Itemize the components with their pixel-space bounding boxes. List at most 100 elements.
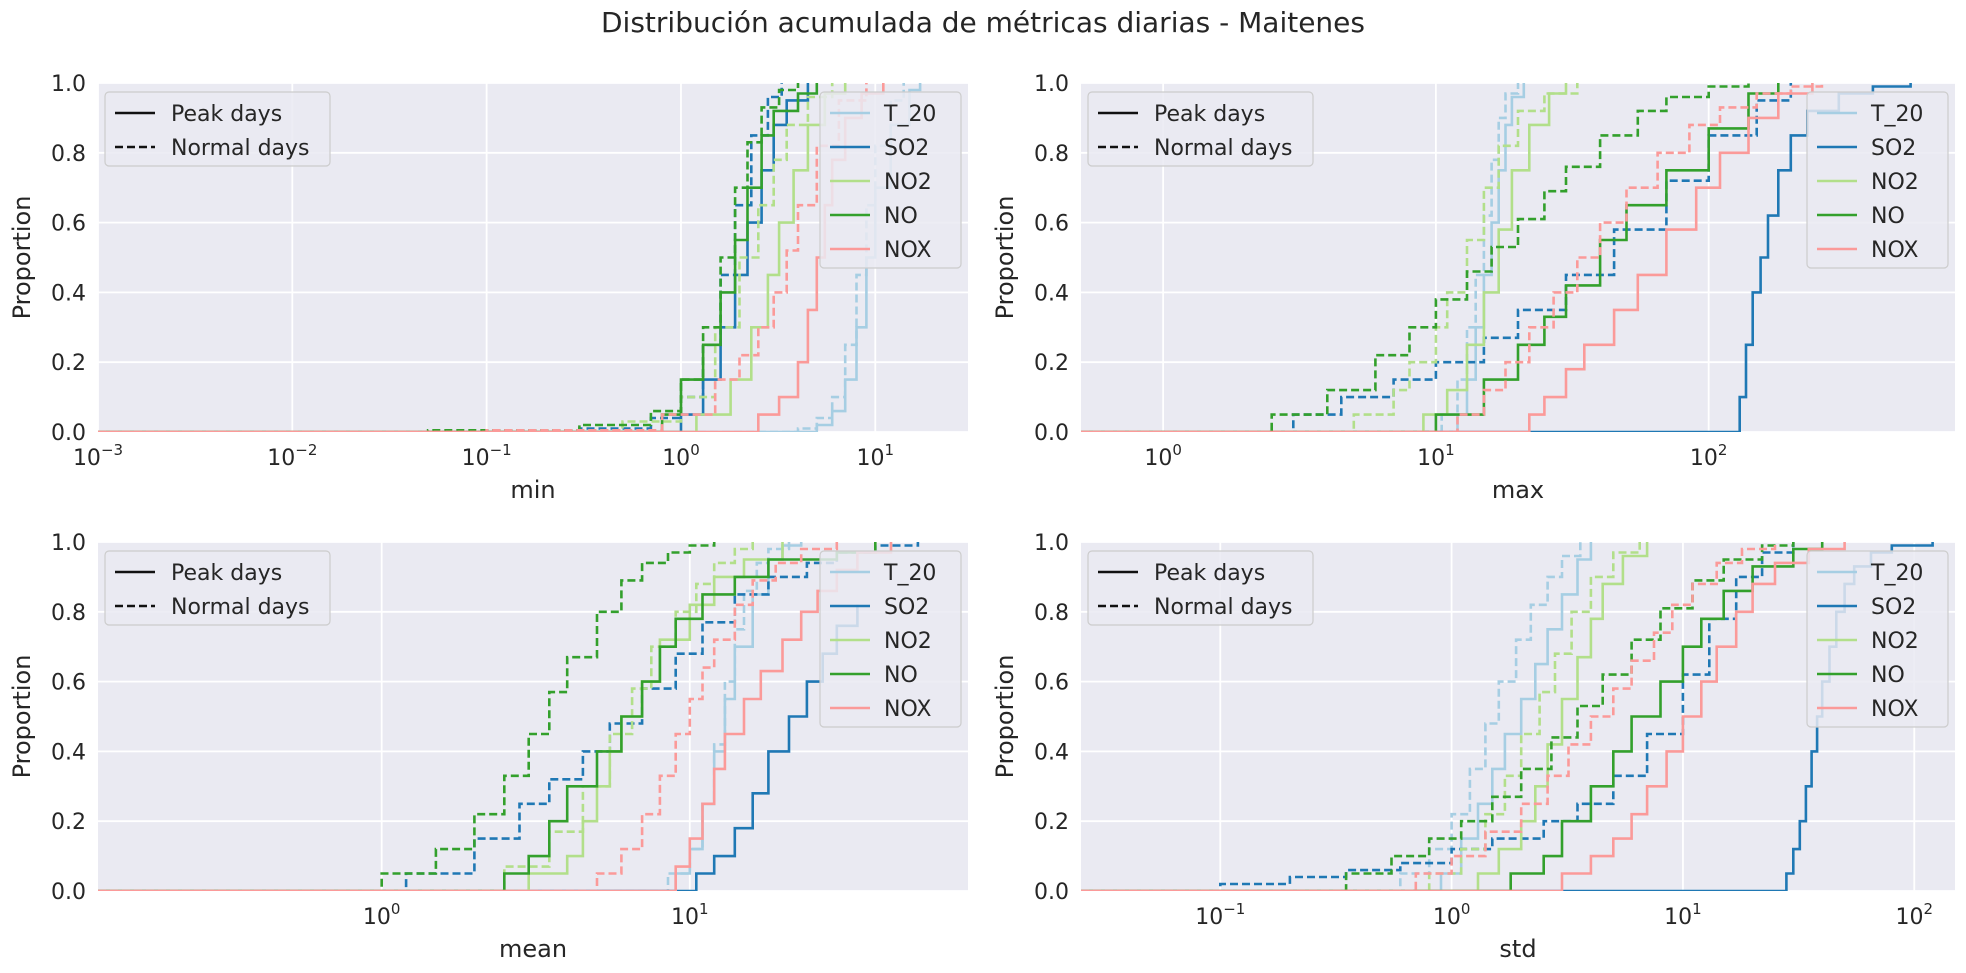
series-SO2-normal [1081, 542, 1795, 891]
legend-label: Normal days [1154, 136, 1293, 161]
series-NO2-normal [1081, 542, 1641, 891]
y-tick-label: 0.8 [1034, 601, 1069, 626]
legend-label: Peak days [1154, 102, 1265, 127]
x-tick-label: 102 [1895, 900, 1933, 930]
subplot-min: 0.0 0.2 0.4 0.6 0.8 1.0 10−3 10−2 10−1 100 101 min P… [8, 72, 968, 504]
legend-label: T_20 [1870, 102, 1923, 127]
y-tick-label: 0.0 [51, 421, 86, 446]
y-tick-label: 0.2 [1034, 810, 1069, 835]
legend-label: SO2 [884, 595, 929, 620]
legend-label: NO2 [884, 170, 932, 195]
series-NO-peak [98, 542, 877, 891]
x-tick-label: 101 [1417, 441, 1455, 471]
legend-label: Peak days [171, 561, 282, 586]
x-axis-label: mean [499, 935, 567, 963]
legend-label: NO [884, 663, 918, 688]
y-tick-label: 0.0 [1034, 421, 1069, 446]
series-NO2-peak [1081, 83, 1568, 432]
x-tick-label: 10−1 [462, 441, 512, 471]
series-NOX-peak [1081, 83, 1814, 432]
style-legend: Peak days Normal days [104, 550, 331, 626]
y-tick-label: 1.0 [1034, 531, 1069, 556]
series-NOX-peak [1081, 542, 1846, 891]
x-tick-label: 10−2 [267, 441, 317, 471]
y-axis-label: Proportion [8, 655, 36, 779]
y-tick-label: 1.0 [51, 531, 86, 556]
x-tick-label: 10−3 [73, 441, 123, 471]
y-tick-label: 0.0 [1034, 880, 1069, 905]
y-tick-label: 1.0 [51, 72, 86, 97]
legend-label: NO [884, 204, 918, 229]
variable-legend: T_20 SO2 NO2 NO NOX [1806, 550, 1949, 728]
x-tick-label: 100 [662, 441, 700, 471]
x-tick-label: 100 [1433, 900, 1471, 930]
figure-title: Distribución acumulada de métricas diari… [601, 6, 1365, 39]
x-tick-label: 101 [671, 900, 709, 930]
x-tick-label: 100 [363, 900, 401, 930]
subplots: 0.0 0.2 0.4 0.6 0.8 1.0 10−3 10−2 10−1 100 101 min P… [8, 72, 1955, 963]
legend-frame [1806, 550, 1949, 728]
legend-frame [1087, 91, 1314, 167]
x-axis-label: min [510, 476, 555, 504]
y-tick-label: 0.6 [51, 671, 86, 696]
series-NO-normal [98, 83, 800, 432]
legend-label: NO [1871, 663, 1905, 688]
y-axis-label: Proportion [8, 196, 36, 320]
legend-label: T_20 [883, 102, 936, 127]
series-T_20-normal [98, 83, 905, 432]
legend-label: SO2 [1871, 595, 1916, 620]
legend-label: NO2 [1871, 170, 1919, 195]
legend-frame [104, 550, 331, 626]
legend-label: NOX [1871, 697, 1918, 722]
legend-label: NOX [884, 697, 931, 722]
y-tick-label: 0.2 [1034, 351, 1069, 376]
variable-legend: T_20 SO2 NO2 NO NOX [819, 91, 962, 269]
legend-label: NOX [1871, 238, 1918, 263]
x-tick-label: 100 [1144, 441, 1182, 471]
legend-label: Normal days [1154, 595, 1293, 620]
y-tick-label: 0.6 [1034, 671, 1069, 696]
y-tick-label: 0.4 [1034, 740, 1069, 765]
legend-label: Normal days [171, 136, 310, 161]
legend-frame [1087, 550, 1314, 626]
legend-frame [104, 91, 331, 167]
x-tick-label: 102 [1690, 441, 1728, 471]
legend-label: Peak days [171, 102, 282, 127]
x-axis-label: std [1499, 935, 1536, 963]
y-axis-label: Proportion [991, 655, 1019, 779]
legend-label: T_20 [1870, 561, 1923, 586]
series-T_20-normal [98, 542, 791, 891]
variable-legend: T_20 SO2 NO2 NO NOX [1806, 91, 1949, 269]
legend-label: SO2 [884, 136, 929, 161]
y-tick-label: 0.8 [51, 601, 86, 626]
series-lines [98, 542, 920, 891]
y-tick-label: 0.8 [51, 142, 86, 167]
series-T_20-normal [1081, 83, 1520, 432]
y-tick-label: 0.4 [51, 281, 86, 306]
series-NO2-peak [1081, 542, 1649, 891]
y-tick-label: 0.4 [1034, 281, 1069, 306]
series-NO2-normal [1081, 83, 1579, 432]
y-tick-label: 0.4 [51, 740, 86, 765]
legend-label: NOX [884, 238, 931, 263]
legend-label: NO2 [884, 629, 932, 654]
legend-label: Normal days [171, 595, 310, 620]
series-NO-normal [1081, 83, 1750, 432]
series-T_20-peak [1081, 542, 1593, 891]
legend-label: Peak days [1154, 561, 1265, 586]
style-legend: Peak days Normal days [104, 91, 331, 167]
style-legend: Peak days Normal days [1087, 91, 1314, 167]
series-NO-normal [1081, 542, 1795, 891]
legend-label: T_20 [883, 561, 936, 586]
y-axis-label: Proportion [991, 196, 1019, 320]
subplot-std: 0.0 0.2 0.4 0.6 0.8 1.0 10−1 100 101 102 std Propor… [991, 531, 1955, 963]
x-tick-label: 10−1 [1195, 900, 1245, 930]
x-axis-label: max [1492, 476, 1544, 504]
y-tick-label: 0.2 [51, 351, 86, 376]
subplot-max: 0.0 0.2 0.4 0.6 0.8 1.0 100 101 102 max Proportion… [991, 72, 1955, 504]
series-NO-normal [98, 542, 716, 891]
legend-label: NO2 [1871, 629, 1919, 654]
y-tick-label: 0.6 [51, 212, 86, 237]
style-legend: Peak days Normal days [1087, 550, 1314, 626]
